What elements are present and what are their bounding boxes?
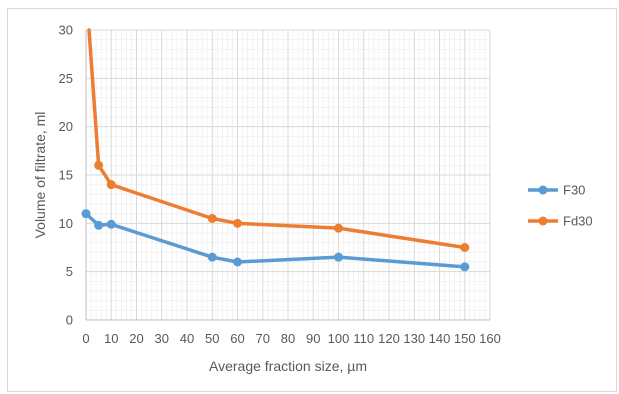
y-tick-label: 5 [66,264,73,279]
data-point-fd30 [460,243,470,252]
y-tick-label: 15 [59,168,73,183]
data-point-f30 [233,257,242,267]
series-line-fd30 [87,28,467,250]
data-point-fd30 [94,160,104,170]
legend: F30 Fd30 [528,183,593,229]
x-tick-label: 60 [230,331,244,346]
x-tick-label: 10 [104,331,118,346]
legend-label-fd30: Fd30 [563,214,593,229]
chart-frame [7,8,617,392]
legend-marker-f30 [538,185,548,195]
data-point-f30 [81,209,91,219]
y-axis-title: Volume of filtrate, ml [32,112,48,239]
x-axis-title: Average fraction size, µm [209,358,367,374]
x-tick-label: 80 [281,331,295,346]
x-tick-label: 90 [306,331,320,346]
x-tick-label: 100 [328,331,350,346]
y-tick-label: 0 [66,313,73,328]
y-tick-label: 20 [59,119,73,134]
x-tick-labels: 0 10 20 30 40 50 60 70 80 90 100 110 120 130 140 150 160 [82,331,500,346]
x-tick-label: 160 [479,331,501,346]
x-tick-label: 50 [205,331,219,346]
data-point-fd30 [106,180,116,190]
data-point-fd30 [334,223,343,233]
x-tick-label: 150 [454,331,476,346]
legend-marker-fd30 [538,216,548,226]
y-tick-label: 25 [59,71,73,86]
series-layer [81,28,470,272]
x-tick-label: 30 [155,331,169,346]
x-tick-label: 140 [429,331,451,346]
data-point-f30 [334,252,343,262]
data-point-fd30 [207,214,217,223]
data-point-fd30 [233,218,242,228]
y-tick-labels: 0 5 10 15 20 25 30 [59,23,73,328]
y-tick-label: 10 [59,216,73,231]
data-point-f30 [94,220,104,230]
data-point-f30 [460,262,470,272]
x-tick-label: 120 [378,331,400,346]
x-tick-label: 130 [403,331,425,346]
y-tick-label: 30 [59,23,73,38]
x-tick-label: 20 [129,331,143,346]
data-point-f30 [106,219,116,229]
legend-label-f30: F30 [563,183,585,198]
data-point-f30 [207,252,217,262]
axes [85,30,490,321]
x-tick-label: 70 [256,331,270,346]
x-tick-label: 0 [82,331,89,346]
x-tick-label: 40 [180,331,194,346]
x-tick-label: 110 [353,331,374,346]
